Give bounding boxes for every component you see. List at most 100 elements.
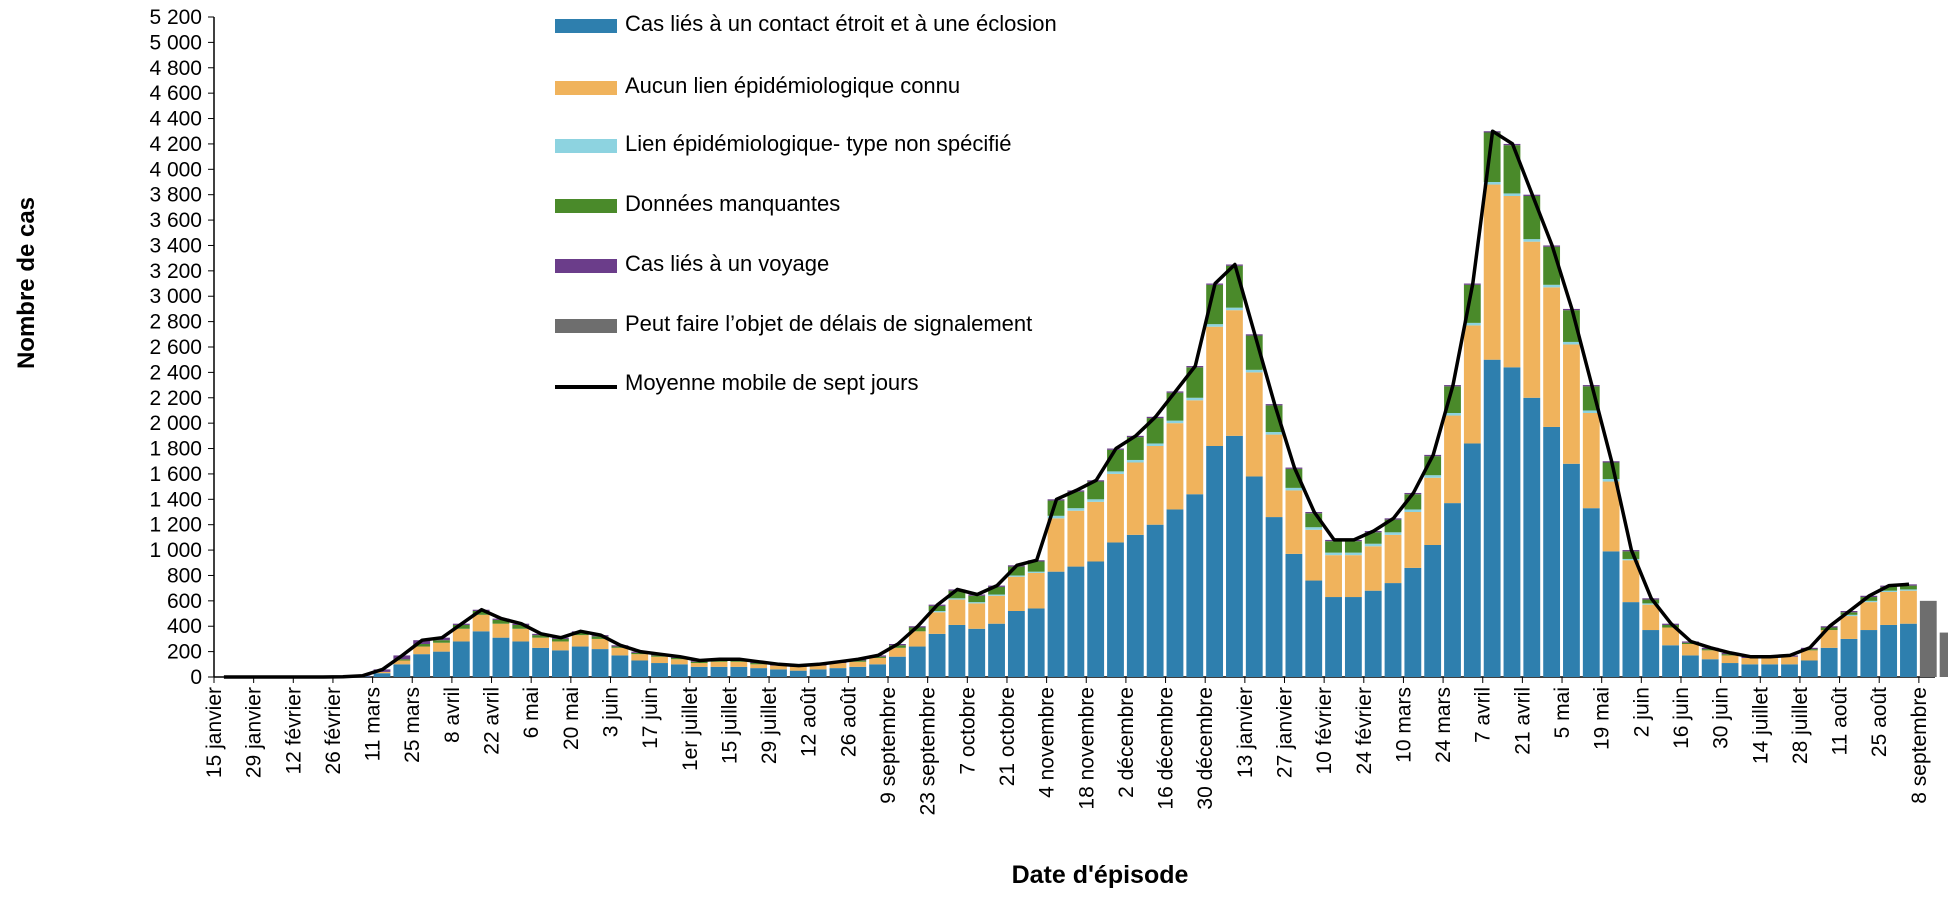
y-tick-label: 3 200 <box>149 260 202 283</box>
y-tick-label: 600 <box>167 590 202 613</box>
bar-segment <box>1721 663 1739 677</box>
bar-segment <box>908 646 926 677</box>
bar-segment <box>1087 561 1105 677</box>
bar-segment <box>433 642 450 652</box>
bar-segment <box>373 673 391 677</box>
bar-segment <box>1900 590 1917 624</box>
bar-segment <box>1681 642 1699 644</box>
bar-segment <box>532 635 550 638</box>
bar-segment <box>988 594 1005 596</box>
x-tick-label: 6 mai <box>520 687 543 738</box>
bar-segment <box>1622 560 1640 603</box>
bar-segment <box>730 666 748 677</box>
bar-segment <box>571 646 589 677</box>
bar-segment <box>1741 664 1759 677</box>
y-tick-label: 800 <box>167 564 202 587</box>
legend-swatch <box>555 319 617 333</box>
bar-segment <box>1503 193 1521 196</box>
bar-segment <box>1305 527 1323 530</box>
bar-segment <box>1523 397 1541 677</box>
bar-segment <box>750 663 768 665</box>
x-tick-label: 18 novembre <box>1075 687 1098 810</box>
bar-segment <box>1463 325 1481 444</box>
bar-segment <box>1424 545 1442 677</box>
legend <box>548 12 1073 407</box>
y-tick-label: 2 000 <box>149 412 202 435</box>
bar-segment <box>948 598 966 600</box>
bar-segment <box>1325 597 1342 677</box>
bar-segment <box>968 603 986 629</box>
bar-segment <box>1503 145 1521 194</box>
legend-swatch <box>555 81 617 95</box>
bar-segment <box>1186 494 1204 677</box>
bar-segment <box>373 671 391 674</box>
x-tick-label: 2 décembre <box>1115 687 1138 798</box>
y-tick-label: 1 800 <box>149 438 202 461</box>
bar-segment <box>1860 630 1878 677</box>
bar-segment <box>1364 590 1382 677</box>
bar-segment <box>1880 586 1898 591</box>
y-tick-label: 1 400 <box>149 488 202 511</box>
bar-segment <box>1483 359 1501 677</box>
bar-segment <box>1364 546 1382 591</box>
bar-segment <box>1761 657 1779 665</box>
bar-segment <box>393 659 411 661</box>
bar-segment <box>532 637 550 648</box>
x-tick-label: 17 juin <box>639 687 662 749</box>
bar-segment <box>1563 341 1580 345</box>
bar-segment <box>452 624 470 629</box>
y-tick-label: 4 600 <box>149 82 202 105</box>
x-tick-label: 25 mars <box>401 687 424 763</box>
bar-segment <box>1880 624 1898 677</box>
y-tick-label: 1 000 <box>149 539 202 562</box>
bar-segment <box>710 666 728 677</box>
bar-segment <box>433 640 450 643</box>
y-tick-label: 3 000 <box>149 285 202 308</box>
bar-segment <box>1206 324 1224 327</box>
legend-swatch <box>555 385 617 389</box>
bar-segment <box>670 657 688 660</box>
bar-segment <box>1582 413 1600 509</box>
bar-segment <box>393 660 411 665</box>
bar-segment <box>1444 415 1461 504</box>
bar-segment <box>1186 367 1204 398</box>
x-tick-label: 26 août <box>837 687 860 757</box>
bar-segment <box>611 646 629 648</box>
bar-segment <box>1107 473 1124 543</box>
bar-segment <box>1642 604 1660 631</box>
bar-segment <box>1265 517 1283 677</box>
bar-segment <box>1404 509 1422 512</box>
bar-segment <box>869 656 887 658</box>
bar-segment <box>789 670 807 677</box>
bar-segment <box>928 612 946 634</box>
y-tick-label: 3 600 <box>149 209 202 232</box>
bar-segment <box>1602 551 1620 677</box>
bar-segment <box>1741 657 1759 665</box>
bar-segment <box>1186 397 1204 401</box>
x-tick-label: 23 septembre <box>917 687 940 815</box>
legend-label: Lien épidémiologique- type non spécifié <box>625 131 1012 156</box>
x-tick-label: 24 février <box>1353 687 1376 775</box>
bar-segment <box>1305 580 1323 677</box>
x-tick-label: 30 juin <box>1710 687 1733 749</box>
x-tick-label: 29 janvier <box>243 687 266 778</box>
bar-segment <box>1444 413 1461 416</box>
bar-segment <box>1900 589 1917 591</box>
bar-segment <box>849 661 867 667</box>
bar-segment <box>631 660 649 677</box>
bar-segment <box>1701 650 1719 660</box>
legend-swatch <box>555 19 617 33</box>
bar-segment <box>591 649 609 677</box>
bar-segment <box>1364 543 1382 547</box>
bar-segment <box>631 652 649 655</box>
bar-segment <box>1067 491 1085 509</box>
bar-segment <box>1087 499 1105 502</box>
legend-label: Aucun lien épidémiologique connu <box>625 73 961 98</box>
bar-segment <box>690 663 708 667</box>
bar-segment <box>1146 418 1164 444</box>
bar-segment <box>1860 600 1878 603</box>
y-tick-label: 2 600 <box>149 336 202 359</box>
bar-segment <box>829 663 847 669</box>
bar-segment <box>1820 647 1838 677</box>
bar-segment <box>670 664 688 677</box>
